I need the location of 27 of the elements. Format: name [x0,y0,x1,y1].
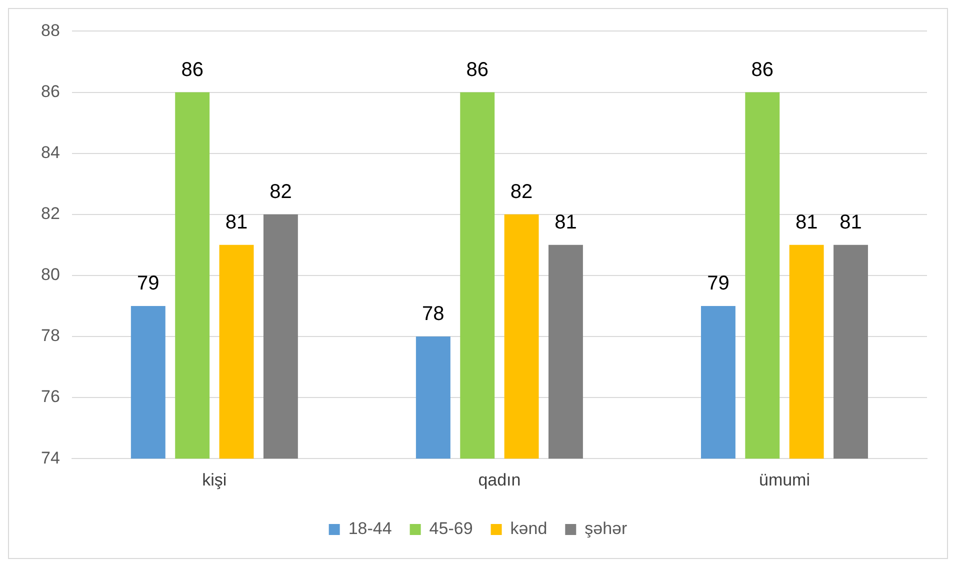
x-tick-label: ümumi [758,470,810,490]
y-tick-label: 84 [40,143,60,162]
y-tick-label: 80 [40,265,60,284]
data-label: 86 [466,58,488,81]
legend-label: kənd [510,519,548,538]
y-tick-label: 76 [40,387,60,406]
data-label: 81 [840,211,862,234]
y-tick-label: 86 [40,82,60,101]
data-label: 81 [225,211,248,234]
data-label: 79 [137,272,160,294]
x-tick-label: qadın [478,470,521,490]
legend-label: şəhər [584,519,628,538]
y-tick-label: 88 [40,20,60,40]
data-label: 79 [707,272,730,294]
data-label: 78 [422,303,444,325]
data-label: 86 [751,58,774,81]
data-label: 82 [510,180,533,203]
data-label: 86 [181,58,204,81]
legend-label: 45-69 [429,519,473,538]
legend-label: 18-44 [348,519,392,538]
y-tick-label: 74 [40,448,60,468]
y-tick-label: 78 [40,326,60,346]
x-tick-label: kişi [202,470,227,490]
data-label: 82 [270,180,292,203]
data-label: 81 [554,211,577,234]
y-tick-label: 82 [40,204,60,224]
data-label: 81 [795,211,818,234]
